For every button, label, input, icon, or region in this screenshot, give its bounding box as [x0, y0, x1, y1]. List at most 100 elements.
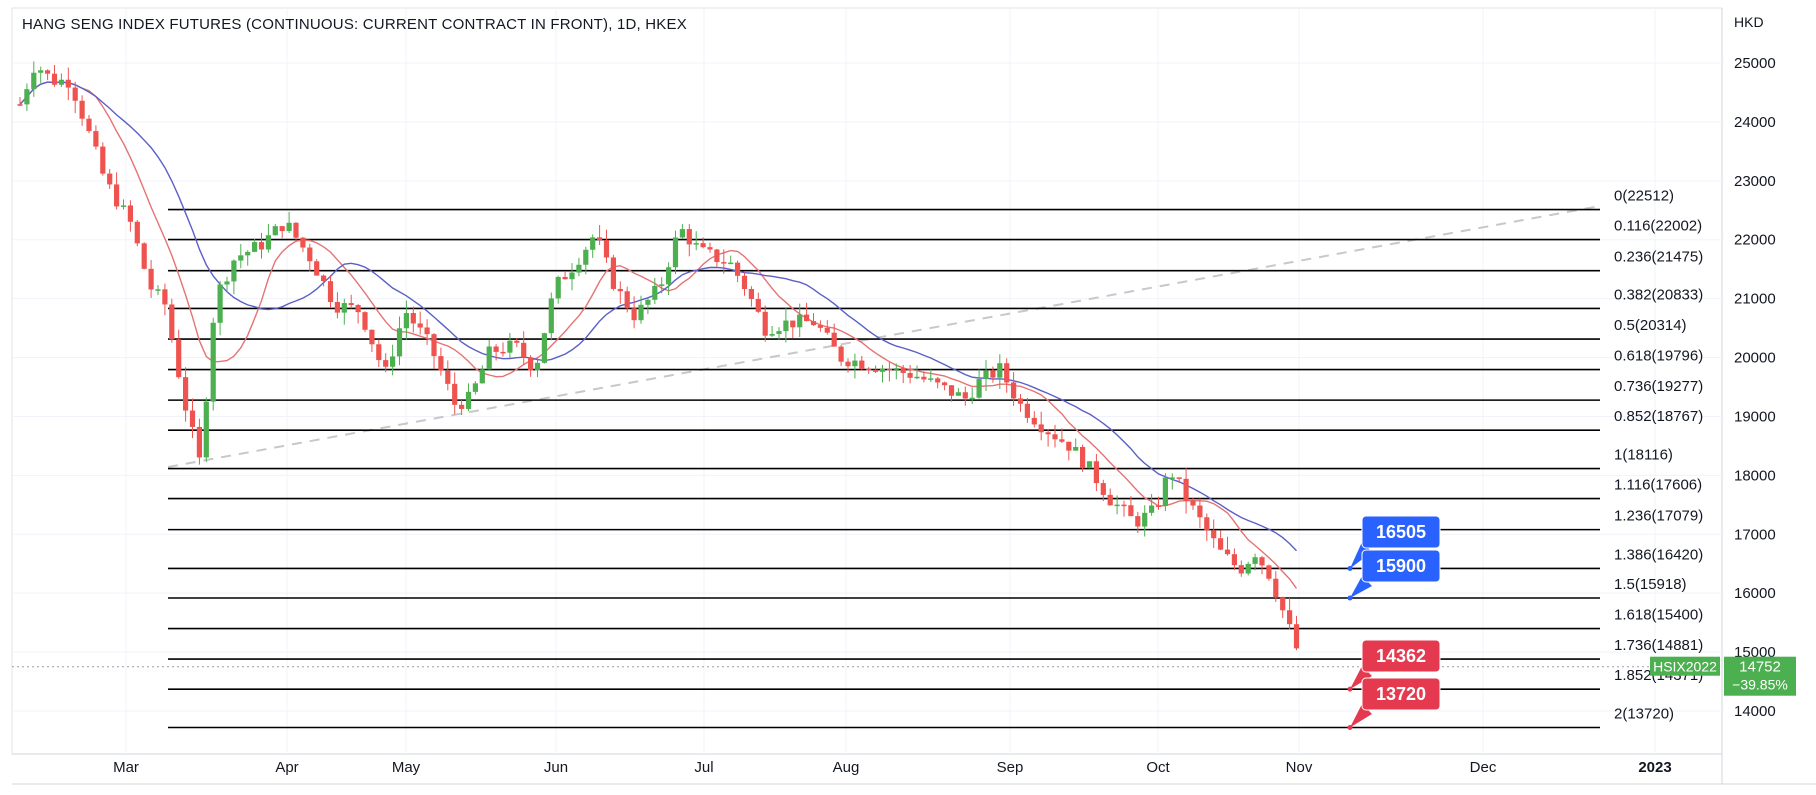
callout-anchor [1347, 686, 1353, 692]
candle-body [1045, 432, 1051, 435]
candle-body [265, 235, 271, 250]
x-tick-label: May [392, 759, 421, 776]
candle-body [1204, 517, 1210, 531]
x-tick-label: Oct [1146, 759, 1170, 776]
candle-body [900, 368, 906, 373]
candle-body [258, 242, 265, 250]
candle-body [548, 298, 554, 334]
trend-line-dashed [167, 205, 1601, 468]
candle-body [203, 401, 209, 458]
candle-body [1004, 363, 1010, 383]
candle-body [396, 328, 403, 357]
candle-body [521, 342, 527, 358]
last-price-text: 14752 [1739, 659, 1781, 676]
candle-body [176, 339, 182, 378]
candle-body [555, 276, 561, 299]
candle-body [72, 87, 78, 101]
candle-body [976, 379, 982, 398]
x-tick-label: Sep [997, 759, 1024, 776]
y-tick-label: 16000 [1734, 585, 1776, 602]
candle-body [1107, 494, 1113, 506]
price-callout-15900[interactable]: 15900 [1347, 549, 1441, 601]
candle-body [224, 281, 230, 285]
candle-body [141, 243, 147, 269]
candle-body [1266, 565, 1272, 579]
candle-body [1149, 505, 1155, 513]
candle-body [79, 100, 85, 119]
candle-body [38, 70, 44, 73]
fib-label: 2(13720) [1614, 705, 1674, 722]
candle-body [686, 229, 692, 245]
candle-body [1031, 417, 1037, 425]
candle-body [1052, 434, 1058, 440]
y-tick-label: 21000 [1734, 291, 1776, 308]
candle-body [300, 237, 306, 248]
fib-label: 0.116(22002) [1614, 218, 1702, 235]
candle-body [962, 392, 968, 399]
candle-body [955, 392, 961, 396]
candle-body [93, 131, 99, 147]
candle-body [569, 272, 575, 280]
candle-body [859, 360, 865, 369]
candle-body [873, 369, 879, 372]
plot-border [11, 7, 1723, 755]
candle-body [672, 237, 679, 268]
candle-body [652, 285, 658, 300]
callout-anchor [1347, 724, 1353, 730]
x-tick-label: Mar [113, 759, 139, 776]
candle-body [134, 221, 140, 244]
candle-body [31, 72, 37, 90]
candle-body [541, 333, 547, 363]
candle-body [790, 320, 796, 328]
candle-body [942, 382, 948, 386]
y-axis-ticks: 25000 24000 23000 22000 21000 20000 19000 18000… [1734, 55, 1776, 720]
candle-body [1259, 557, 1265, 566]
price-callout-14362[interactable]: 14362 [1347, 639, 1441, 692]
candle-body [1273, 578, 1279, 598]
callout-box [1361, 639, 1441, 673]
price-callout-16505[interactable]: 16505 [1347, 515, 1441, 571]
candle-body [355, 305, 361, 313]
price-labels[interactable]: 16505 15900 14362 13720 [1347, 515, 1441, 730]
callout-anchor [1347, 565, 1353, 571]
candle-body [907, 372, 913, 378]
candle-body [645, 299, 651, 305]
moving-averages [12, 81, 1722, 668]
candle-body [838, 346, 844, 362]
candle-body [707, 247, 713, 250]
candle-body [314, 261, 320, 276]
candle-body [1169, 477, 1175, 479]
callout-box [1361, 515, 1441, 549]
candle-body [1135, 516, 1141, 527]
candle-body [948, 385, 955, 396]
fib-label: 0.852(18767) [1614, 408, 1703, 425]
candle-body [286, 222, 292, 232]
ma-fast-line [19, 81, 1298, 589]
candle-body [507, 340, 513, 353]
symbol-tag-text: HSIX2022 [1653, 659, 1717, 675]
candle-body [776, 331, 782, 335]
candle-body [1080, 446, 1086, 469]
candle-body [431, 334, 437, 357]
candle-body [514, 340, 520, 343]
candle-body [921, 376, 927, 380]
candle-body [893, 368, 899, 370]
candle-body [479, 369, 485, 384]
candle-body [321, 275, 327, 282]
candle-body [610, 257, 616, 289]
fibonacci-levels: 0(22512) 0.116(22002) 0.236(21475) 0.382(20… [168, 188, 1703, 729]
y-tick-label: 14000 [1734, 703, 1776, 720]
candle-body [831, 332, 837, 347]
chart-title: HANG SENG INDEX FUTURES (CONTINUOUS: CUR… [22, 16, 687, 33]
candle-body [210, 322, 216, 402]
candle-body [155, 289, 161, 291]
ma-slow-line [19, 81, 1298, 552]
candle-body [445, 370, 451, 384]
price-callout-13720[interactable]: 13720 [1347, 677, 1441, 730]
callout-pointer [1350, 542, 1372, 569]
candle-body [334, 302, 340, 313]
fib-label: 1.236(17079) [1614, 508, 1703, 525]
candle-body [783, 320, 789, 332]
